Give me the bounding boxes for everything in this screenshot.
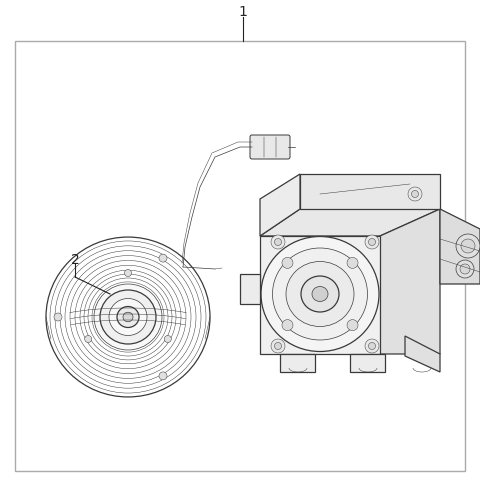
Circle shape [282,258,293,269]
Polygon shape [350,354,385,372]
Circle shape [347,320,358,331]
Polygon shape [260,210,440,237]
Circle shape [275,343,281,350]
Circle shape [282,320,293,331]
Circle shape [164,336,171,343]
Polygon shape [280,354,315,372]
Ellipse shape [94,285,162,350]
Text: 1: 1 [239,5,247,19]
Circle shape [84,336,92,343]
Circle shape [369,239,375,246]
Circle shape [456,235,480,258]
Circle shape [159,255,167,262]
Ellipse shape [286,262,354,327]
Ellipse shape [261,237,379,352]
Ellipse shape [286,262,354,327]
Circle shape [460,264,470,274]
Circle shape [271,236,285,249]
Circle shape [54,313,62,321]
Ellipse shape [301,276,339,312]
Circle shape [365,236,379,249]
Polygon shape [405,336,440,372]
Circle shape [124,270,132,277]
Circle shape [365,339,379,353]
Polygon shape [300,175,440,210]
Circle shape [347,320,358,331]
Ellipse shape [312,287,328,302]
Circle shape [282,258,293,269]
FancyBboxPatch shape [250,136,290,160]
Circle shape [271,339,285,353]
Circle shape [369,343,375,350]
Ellipse shape [312,287,328,302]
Circle shape [461,240,475,254]
Bar [15,42,465,471]
Ellipse shape [100,290,156,344]
Polygon shape [440,210,480,285]
Ellipse shape [109,299,147,336]
Text: 2: 2 [71,253,79,267]
Circle shape [275,239,281,246]
Ellipse shape [261,237,379,352]
Polygon shape [260,175,300,237]
Polygon shape [260,237,380,354]
Ellipse shape [117,307,139,328]
Circle shape [411,191,419,198]
Circle shape [408,188,422,201]
Ellipse shape [301,276,339,312]
Ellipse shape [273,248,368,340]
Circle shape [347,258,358,269]
Ellipse shape [273,248,368,340]
Circle shape [159,372,167,380]
Circle shape [347,258,358,269]
Polygon shape [380,210,440,354]
Polygon shape [240,274,260,304]
Circle shape [456,260,474,278]
Ellipse shape [123,313,133,322]
Circle shape [282,320,293,331]
